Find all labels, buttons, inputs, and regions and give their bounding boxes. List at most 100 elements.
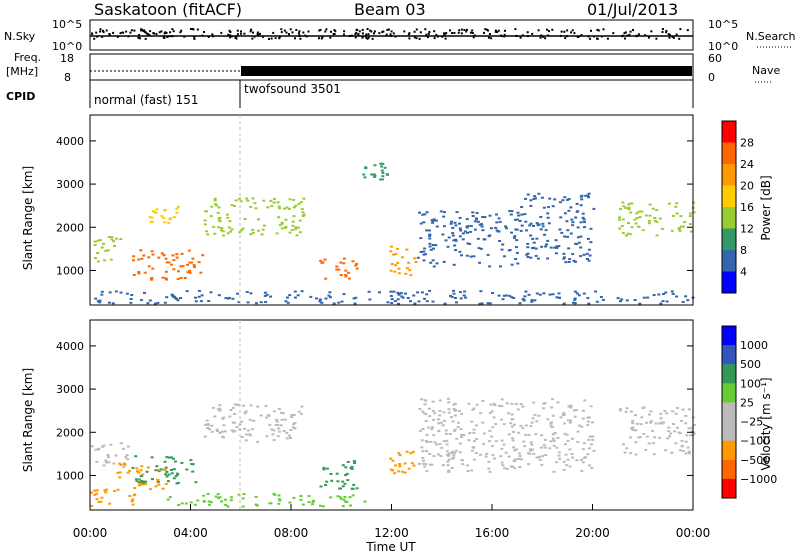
scatter-cell [530,443,534,446]
scatter-cell [93,244,97,246]
scatter-cell [280,227,284,230]
scatter-cell [685,434,689,437]
scatter-cell [653,217,657,220]
scatter-cell [449,222,453,225]
scatter-cell [277,216,281,219]
noise-point [295,29,298,31]
noise-point [153,32,155,35]
noise-point [211,33,214,36]
scatter-cell [176,278,180,281]
scatter-cell [398,454,402,457]
scatter-cell [533,299,537,302]
scatter-cell [454,224,458,227]
noise-point [270,37,273,40]
scatter-cell [96,260,100,263]
scatter-cell [633,218,637,221]
scatter-cell [293,290,297,293]
scatter-cell [397,470,401,473]
scatter-cell [417,300,421,303]
scatter-cell [400,256,404,259]
scatter-cell [438,414,442,417]
scatter-cell [463,290,467,293]
scatter-cell [634,222,638,225]
scatter-cell [667,430,671,433]
scatter-cell [113,490,117,492]
scatter-cell [582,442,586,445]
x-tick-label: 12:00 [374,526,409,540]
scatter-cell [218,432,222,434]
scatter-cell [505,402,509,405]
scatter-cell [542,292,546,295]
scatter-cell [220,227,224,229]
scatter-cell [442,419,446,422]
scatter-cell [473,228,477,231]
scatter-cell [222,416,226,419]
scatter-cell [680,439,684,442]
scatter-cell [129,298,133,300]
scatter-cell [392,290,396,293]
scatter-cell [532,246,536,249]
scatter-cell [460,433,463,436]
scatter-cell [473,440,476,443]
scatter-cell [502,423,506,426]
scatter-cell [192,264,196,267]
scatter-cell [273,493,277,496]
scatter-cell [114,290,118,293]
scatter-cell [266,206,270,209]
scatter-cell [446,245,450,248]
noise-point [560,30,563,33]
scatter-cell [428,245,432,248]
freq-label-bottom: [MHz] [6,65,38,78]
scatter-cell [649,421,652,424]
scatter-cell [353,462,357,464]
scatter-cell [420,398,424,401]
scatter-cell [299,498,303,501]
scatter-cell [341,485,345,488]
scatter-cell [252,419,256,422]
x-tick-label: 00:00 [73,526,108,540]
scatter-cell [567,405,571,408]
scatter-cell [166,480,170,483]
scatter-cell [240,420,244,423]
noise-point [163,32,166,35]
scatter-cell [453,414,457,417]
scatter-cell [504,451,508,454]
scatter-cell [625,407,629,410]
scatter-cell [442,215,446,218]
scatter-cell [501,243,505,246]
scatter-cell [517,452,521,455]
scatter-cell [458,451,462,454]
scatter-cell [534,247,538,250]
scatter-cell [510,296,514,299]
noise-point [679,28,682,31]
scatter-cell [336,495,340,498]
scatter-cell [185,468,189,471]
noise-point [133,29,136,32]
scatter-cell [539,228,543,231]
scatter-cell [231,297,235,300]
scatter-cell [451,232,455,235]
scatter-cell [620,225,624,227]
noise-point [105,29,108,32]
scatter-cell [330,479,334,482]
scatter-cell [321,505,325,508]
scatter-cell [176,299,180,302]
scatter-cell [288,231,292,234]
scatter-cell [171,457,175,460]
scatter-cell [517,214,521,217]
scatter-cell [453,429,456,432]
scatter-cell [535,237,539,240]
colorbar-swatch [722,440,736,461]
scatter-cell [164,482,168,485]
scatter-cell [453,409,457,412]
noise-point [149,30,152,33]
scatter-cell [114,237,118,240]
scatter-cell [587,302,591,305]
scatter-cell [670,290,674,293]
noise-point [472,36,475,39]
scatter-cell [621,232,625,234]
scatter-cell [566,439,570,442]
noise-point [307,30,310,33]
scatter-cell [442,260,446,263]
scatter-cell [565,220,569,223]
